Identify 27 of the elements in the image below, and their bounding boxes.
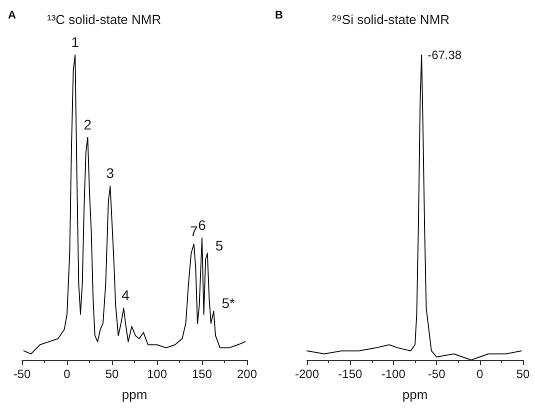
x-tick-label: 0 (476, 367, 484, 381)
chart-title: ²⁹Si solid-state NMR (332, 12, 450, 27)
x-tick-label: 200 (236, 367, 258, 381)
x-tick-label: 50 (516, 367, 530, 381)
annotation: 5 (215, 237, 224, 254)
x-axis-title: ppm (122, 387, 148, 402)
annotation: 6 (198, 217, 206, 233)
annotation: 3 (106, 165, 114, 182)
annotation: 7 (190, 223, 198, 240)
x-tick-label: 0 (64, 367, 71, 381)
x-tick-label: -200 (294, 367, 320, 381)
annotation: 2 (84, 116, 92, 132)
x-tick-label: -150 (338, 367, 363, 381)
chart-title: ¹³C solid-state NMR (47, 12, 162, 27)
annotation: 4 (122, 287, 130, 304)
x-tick-label: 100 (146, 367, 168, 381)
text: A (8, 10, 16, 22)
x-tick-label: -100 (381, 367, 406, 381)
x-axis-title: ppm (402, 387, 428, 402)
annotation: -67.38 (428, 48, 462, 62)
x-tick-label: 150 (192, 367, 212, 381)
annotation: 5* (222, 295, 236, 312)
x-tick-label: -50 (13, 367, 31, 381)
text: B (275, 10, 283, 22)
x-tick-label: 50 (105, 367, 119, 381)
x-tick-label: -50 (428, 367, 446, 381)
annotation: 1 (71, 34, 80, 50)
